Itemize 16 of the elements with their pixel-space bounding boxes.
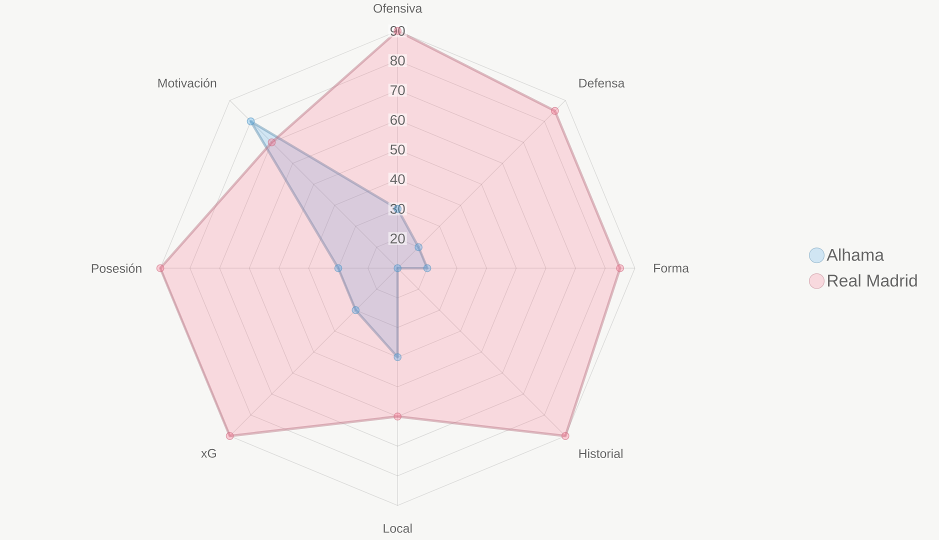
- spoke-label: Historial: [579, 448, 622, 458]
- y-tick-label: 60: [390, 114, 405, 125]
- spoke-label: Defensa: [579, 78, 625, 88]
- spoke-label: Ofensiva: [374, 3, 422, 13]
- legend-label: Alhama: [826, 248, 884, 261]
- y-tick-label: 40: [390, 174, 405, 184]
- y-tick-label: 70: [390, 85, 405, 95]
- spoke-label: Posesión: [92, 263, 142, 273]
- spoke-label: xG: [201, 448, 216, 458]
- legend-label: Real Madrid: [828, 274, 917, 286]
- spoke-label: Local: [384, 523, 412, 533]
- y-tick-label: 80: [390, 55, 405, 66]
- y-tick-label: 20: [390, 233, 405, 244]
- spoke-label: Motivación: [158, 78, 216, 88]
- spoke-label: Forma: [654, 264, 690, 272]
- y-tick-label: 50: [390, 144, 405, 154]
